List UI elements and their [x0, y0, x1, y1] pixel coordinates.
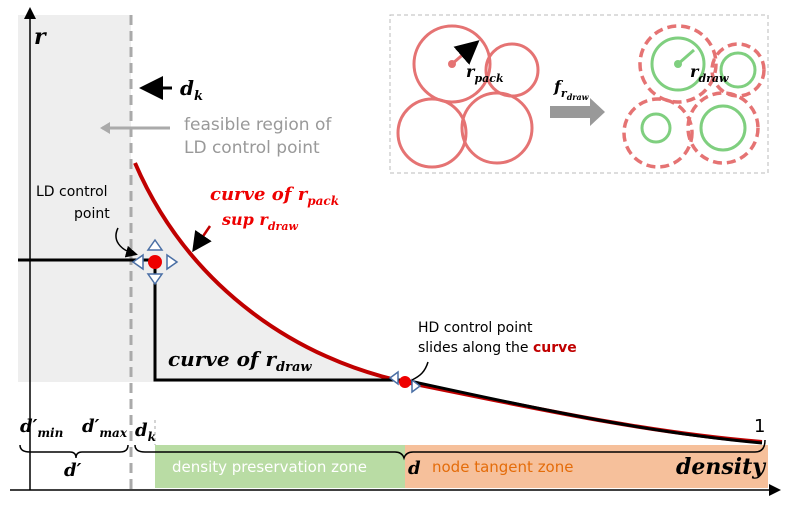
- dashed-circles: [622, 24, 766, 169]
- pack-center: [448, 60, 456, 68]
- hd-label-1: HD control point: [418, 320, 533, 336]
- curve-draw-label: curve of rdraw: [168, 347, 312, 375]
- t: r: [561, 87, 568, 100]
- under-curve-region: [131, 160, 405, 382]
- t: f: [553, 77, 564, 96]
- t: k: [194, 89, 203, 104]
- t: min: [37, 426, 63, 440]
- pack-radius: [451, 40, 480, 66]
- ld-label-2: point: [74, 206, 110, 222]
- zone-1-label: density preservation zone: [172, 458, 367, 476]
- t: draw: [268, 220, 299, 233]
- t: d: [135, 420, 148, 441]
- t: d′: [20, 416, 38, 437]
- map-arrow: [550, 98, 605, 126]
- dmin-label: d′min: [20, 416, 63, 440]
- zone-2-label: node tangent zone: [432, 458, 573, 476]
- ld-label-1: LD control: [36, 184, 108, 200]
- t: draw: [567, 92, 590, 102]
- ld-point: [148, 255, 162, 269]
- dk-arrow-label: dk: [180, 76, 203, 104]
- t: curve of r: [210, 184, 309, 205]
- pack-circles: [396, 24, 540, 169]
- t: slides along the: [418, 340, 533, 356]
- t: k: [148, 430, 156, 444]
- t: draw: [276, 360, 312, 375]
- x-end: 1: [754, 416, 765, 437]
- f-label: frdraw: [553, 77, 590, 102]
- t: r: [690, 62, 700, 81]
- t: pack: [474, 72, 504, 85]
- feasible-region: [18, 15, 131, 382]
- pack-pointer: [192, 225, 212, 253]
- draw-center: [674, 60, 682, 68]
- slide-handle: [388, 370, 422, 394]
- curve-pack-label: curve of rpack: [210, 184, 339, 208]
- hd-pointer: [411, 361, 429, 381]
- d-label: d: [408, 458, 421, 479]
- dk-label: dk: [135, 420, 156, 444]
- r-draw-label: rdraw: [690, 62, 729, 85]
- t: curve of r: [168, 347, 277, 371]
- t: sup r: [221, 210, 269, 229]
- dprime-label: d′: [64, 460, 82, 481]
- t: d′: [82, 416, 100, 437]
- inset-box: [389, 14, 769, 174]
- move-handle: [131, 238, 179, 286]
- brace-d: [134, 439, 766, 461]
- feasible-2: LD control point: [184, 138, 320, 158]
- ld-pointer: [115, 227, 138, 258]
- hd-point: [399, 376, 411, 388]
- feasible-arrow-head: [100, 122, 110, 134]
- t: draw: [698, 72, 729, 85]
- dmax-label: d′max: [82, 416, 128, 440]
- t: max: [99, 426, 127, 440]
- t: pack: [307, 194, 339, 208]
- draw-circles: [640, 36, 757, 152]
- sup-label: sup rdraw: [221, 210, 298, 233]
- r-pack-label: rpack: [466, 62, 504, 85]
- t: d: [180, 76, 194, 100]
- t: curve: [533, 340, 577, 356]
- y-label: r: [34, 24, 47, 50]
- t: r: [466, 62, 476, 81]
- hd-label-2: slides along the curve: [418, 340, 577, 356]
- feasible-1: feasible region of: [184, 115, 332, 135]
- brace-dprime: [19, 444, 129, 459]
- x-label: density: [676, 454, 767, 480]
